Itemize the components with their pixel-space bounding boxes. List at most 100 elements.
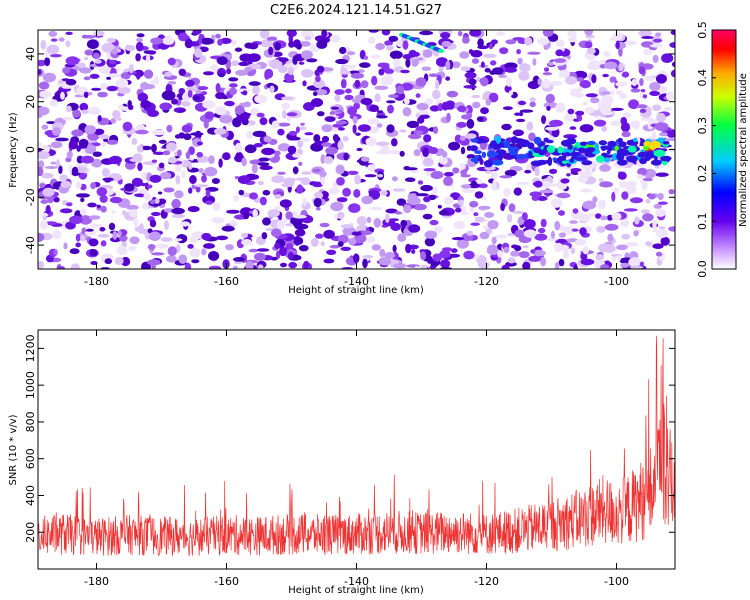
- heatmap-cell: [316, 65, 325, 73]
- heatmap-cell: [516, 49, 521, 55]
- heatmap-cell: [604, 61, 618, 70]
- heatmap-cell: [252, 209, 258, 218]
- heatmap-cell: [79, 208, 87, 216]
- heatmap-cell: [58, 37, 65, 42]
- heatmap-cell: [399, 129, 407, 133]
- heatmap-cell: [149, 219, 157, 228]
- heatmap-cell: [188, 236, 199, 243]
- heatmap-cell: [211, 64, 219, 73]
- heatmap-cell: [668, 189, 675, 195]
- heatmap-cell: [501, 123, 512, 131]
- heatmap-cell: [432, 186, 438, 195]
- heatmap-cell: [84, 231, 97, 236]
- heatmap-cell: [537, 78, 542, 86]
- heatmap-cell: [259, 165, 273, 170]
- heatmap-cell: [241, 232, 249, 238]
- heatmap-cell: [370, 54, 381, 59]
- heatmap-cell: [46, 44, 60, 55]
- heatmap-cell: [125, 44, 136, 52]
- heatmap-cell: [523, 219, 536, 229]
- heatmap-cell: [151, 211, 161, 217]
- heatmap-cell: [354, 233, 367, 244]
- heatmap-cell: [301, 69, 314, 78]
- heatmap-cell: [570, 168, 582, 172]
- heatmap-cell: [244, 42, 254, 49]
- heatmap-cell: [424, 230, 438, 239]
- heatmap-cell: [156, 243, 169, 249]
- heatmap-cell: [542, 72, 553, 76]
- heatmap-cell: [529, 191, 543, 197]
- heatmap-cell: [252, 85, 260, 95]
- heatmap-cell: [562, 226, 575, 235]
- heatmap-cell: [38, 160, 45, 169]
- heatmap-cell: [164, 220, 169, 231]
- heatmap-cell: [548, 80, 563, 86]
- heatmap-cell: [501, 264, 510, 269]
- heatmap-cell: [639, 78, 644, 86]
- heatmap-cell: [508, 90, 514, 96]
- heatmap-cell: [655, 74, 667, 84]
- heatmap-cell: [292, 55, 298, 65]
- heatmap-peak: [533, 148, 541, 154]
- heatmap-peak: [607, 140, 617, 147]
- heatmap-cell: [621, 233, 631, 240]
- heatmap-cell: [226, 68, 232, 75]
- heatmap-cell: [80, 155, 94, 164]
- heatmap-cell: [596, 225, 606, 233]
- x-tick-label: -180: [84, 575, 109, 588]
- heatmap-cell: [406, 120, 420, 129]
- heatmap-cell: [580, 258, 595, 266]
- heatmap-cell: [516, 181, 530, 185]
- heatmap-cell: [480, 77, 489, 87]
- snr-ylabel: SNR (10 * v/v): [8, 414, 19, 485]
- y-tick-label: 600: [24, 448, 37, 469]
- heatmap-cell: [660, 236, 670, 246]
- heatmap-cell: [334, 94, 341, 102]
- heatmap-cell: [160, 237, 173, 242]
- heatmap-cell: [218, 73, 225, 78]
- heatmap-cell: [330, 201, 344, 212]
- heatmap-cell: [381, 30, 391, 36]
- heatmap-cell: [476, 76, 481, 82]
- heatmap-cell: [610, 120, 621, 127]
- heatmap-cell: [38, 142, 43, 147]
- heatmap-cell: [225, 244, 234, 251]
- heatmap-cell: [279, 246, 287, 257]
- heatmap-cell: [186, 86, 198, 92]
- heatmap-peak: [474, 155, 480, 159]
- heatmap-cell: [414, 266, 419, 269]
- heatmap-cell: [285, 211, 293, 220]
- heatmap-cell: [99, 194, 108, 203]
- heatmap-cell: [295, 42, 302, 50]
- heatmap-cell: [131, 177, 143, 187]
- heatmap-cell: [84, 226, 91, 230]
- heatmap-cell: [295, 177, 307, 181]
- heatmap-cell: [334, 89, 345, 95]
- heatmap-cell: [602, 73, 609, 78]
- heatmap-cell: [313, 197, 322, 208]
- heatmap-cell: [348, 238, 357, 246]
- heatmap-cell: [415, 93, 421, 98]
- heatmap-cell: [427, 258, 433, 264]
- heatmap-cell: [558, 258, 565, 267]
- heatmap-cell: [454, 134, 462, 144]
- heatmap-cell: [389, 50, 403, 60]
- heatmap-cell: [607, 233, 614, 242]
- heatmap-cell: [512, 210, 524, 215]
- heatmap-cell: [295, 126, 300, 133]
- heatmap-cell: [400, 219, 408, 227]
- heatmap-cell: [618, 182, 631, 188]
- heatmap-cell: [461, 184, 472, 189]
- heatmap-cell: [44, 57, 51, 67]
- heatmap-cell: [90, 223, 103, 228]
- heatmap-peak: [510, 136, 519, 144]
- x-tick-label: -180: [84, 275, 109, 288]
- heatmap-cell: [425, 171, 431, 176]
- heatmap-cell: [602, 111, 615, 116]
- heatmap-cell: [198, 36, 203, 45]
- heatmap-cell: [371, 244, 381, 251]
- heatmap-cell: [526, 121, 534, 131]
- heatmap-cell: [386, 44, 394, 51]
- heatmap-cell: [478, 183, 488, 189]
